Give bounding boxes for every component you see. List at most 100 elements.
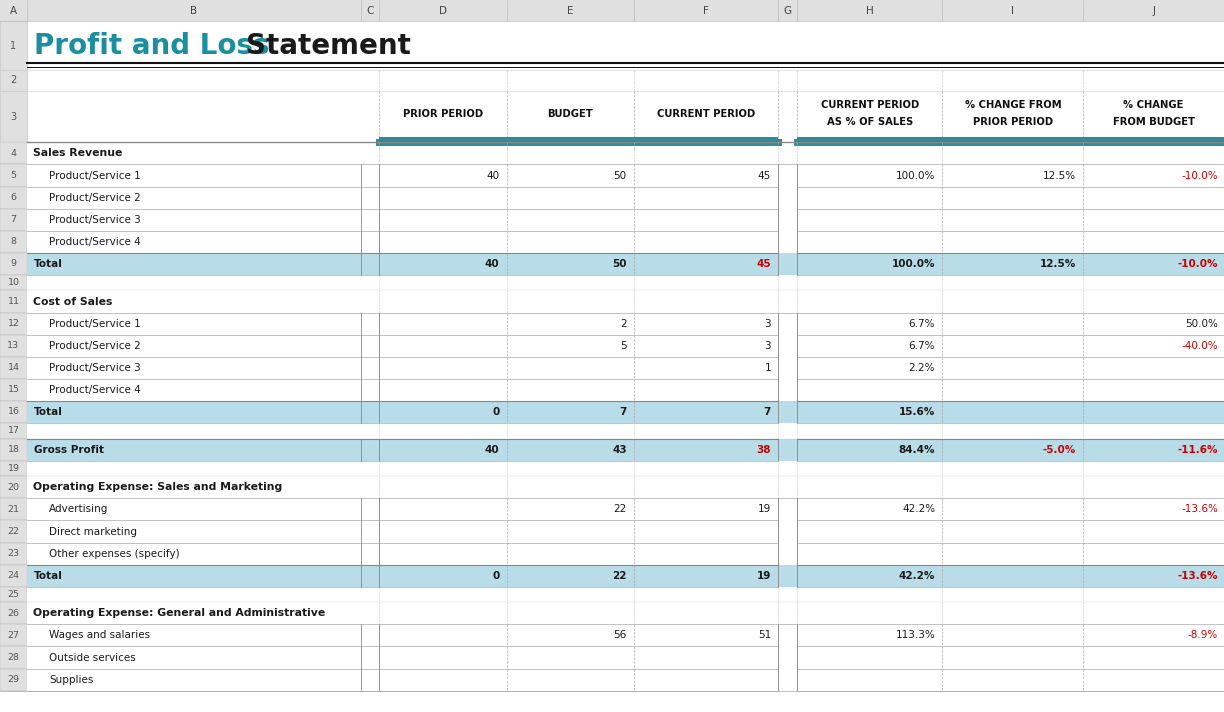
Text: 24: 24 — [7, 571, 20, 580]
Text: BUDGET: BUDGET — [547, 109, 594, 119]
Text: 1: 1 — [10, 41, 17, 51]
Bar — [379, 565, 778, 587]
Text: 19: 19 — [756, 570, 771, 581]
Bar — [361, 253, 379, 275]
Text: Total: Total — [34, 258, 64, 269]
Text: 13: 13 — [7, 341, 20, 350]
Bar — [797, 313, 1224, 335]
Bar — [797, 253, 1224, 275]
Text: 20: 20 — [7, 483, 20, 492]
Text: FROM BUDGET: FROM BUDGET — [1113, 117, 1195, 127]
Text: 0: 0 — [492, 570, 499, 581]
Text: 9: 9 — [11, 259, 16, 268]
Text: 21: 21 — [7, 505, 20, 514]
Bar — [0, 142, 27, 164]
Bar — [778, 646, 797, 669]
Text: 5: 5 — [621, 340, 627, 351]
Bar — [0, 91, 27, 142]
Bar — [778, 669, 797, 691]
Bar — [0, 357, 27, 379]
Text: 4: 4 — [11, 149, 16, 158]
Text: 7: 7 — [11, 215, 16, 224]
Bar — [0, 290, 27, 313]
Bar — [778, 565, 797, 587]
Bar — [797, 624, 1224, 646]
Bar — [0, 253, 27, 275]
Text: -10.0%: -10.0% — [1181, 170, 1218, 181]
Text: 3: 3 — [765, 318, 771, 329]
Text: 23: 23 — [7, 549, 20, 558]
Text: 25: 25 — [7, 590, 20, 599]
Text: 18: 18 — [7, 445, 20, 454]
Bar — [778, 187, 797, 209]
Text: 7: 7 — [619, 407, 627, 417]
Bar — [778, 335, 797, 357]
Bar — [27, 498, 379, 520]
Bar — [0, 209, 27, 231]
Bar — [778, 357, 797, 379]
Bar — [778, 439, 797, 461]
Text: Product/Service 4: Product/Service 4 — [49, 236, 141, 247]
Bar — [0, 275, 27, 290]
Text: 100.0%: 100.0% — [896, 170, 935, 181]
Text: -13.6%: -13.6% — [1177, 570, 1218, 581]
Bar — [379, 543, 778, 565]
Text: Advertising: Advertising — [49, 504, 109, 515]
Text: 38: 38 — [756, 444, 771, 455]
Text: 3: 3 — [765, 340, 771, 351]
Text: Product/Service 1: Product/Service 1 — [49, 318, 141, 329]
Text: 50.0%: 50.0% — [1185, 318, 1218, 329]
Text: 14: 14 — [7, 363, 20, 372]
Text: Product/Service 1: Product/Service 1 — [49, 170, 141, 181]
Bar — [778, 253, 797, 275]
Text: 29: 29 — [7, 675, 20, 684]
Bar — [0, 587, 27, 602]
Bar — [0, 669, 27, 691]
Text: 0: 0 — [492, 407, 499, 417]
Bar — [0, 401, 27, 423]
Bar — [27, 164, 379, 187]
Text: 22: 22 — [7, 527, 20, 536]
Text: 6.7%: 6.7% — [908, 318, 935, 329]
Bar — [379, 253, 778, 275]
Text: PRIOR PERIOD: PRIOR PERIOD — [973, 117, 1053, 127]
Bar — [27, 379, 379, 401]
Text: A: A — [10, 6, 17, 16]
Bar — [27, 187, 379, 209]
Bar — [27, 253, 379, 275]
Text: 56: 56 — [613, 630, 627, 641]
Bar — [0, 0, 1224, 21]
Bar — [27, 565, 379, 587]
Bar — [361, 498, 379, 520]
Bar — [27, 290, 1224, 313]
Bar — [797, 209, 1224, 231]
Bar — [361, 231, 379, 253]
Text: G: G — [783, 6, 792, 16]
Text: AS % OF SALES: AS % OF SALES — [826, 117, 913, 127]
Bar — [0, 21, 27, 70]
Text: 2: 2 — [10, 75, 17, 85]
Text: F: F — [704, 6, 709, 16]
Bar — [361, 439, 379, 461]
Bar — [778, 498, 797, 520]
Text: Profit and Loss: Profit and Loss — [34, 31, 279, 60]
Bar — [778, 231, 797, 253]
Text: Operating Expense: General and Administrative: Operating Expense: General and Administr… — [33, 608, 326, 619]
Text: Sales Revenue: Sales Revenue — [33, 148, 122, 159]
Text: 8: 8 — [11, 237, 16, 246]
Bar — [797, 137, 1224, 142]
Text: 40: 40 — [485, 258, 499, 269]
Text: -40.0%: -40.0% — [1181, 340, 1218, 351]
Text: Supplies: Supplies — [49, 674, 93, 685]
Bar — [379, 379, 778, 401]
Text: 42.2%: 42.2% — [902, 504, 935, 515]
Bar — [27, 439, 379, 461]
Bar — [0, 461, 27, 476]
Bar — [27, 520, 379, 543]
Text: -5.0%: -5.0% — [1043, 444, 1076, 455]
Bar — [379, 313, 778, 335]
Text: E: E — [567, 6, 574, 16]
Bar — [379, 209, 778, 231]
Bar — [0, 520, 27, 543]
Text: 22: 22 — [612, 570, 627, 581]
